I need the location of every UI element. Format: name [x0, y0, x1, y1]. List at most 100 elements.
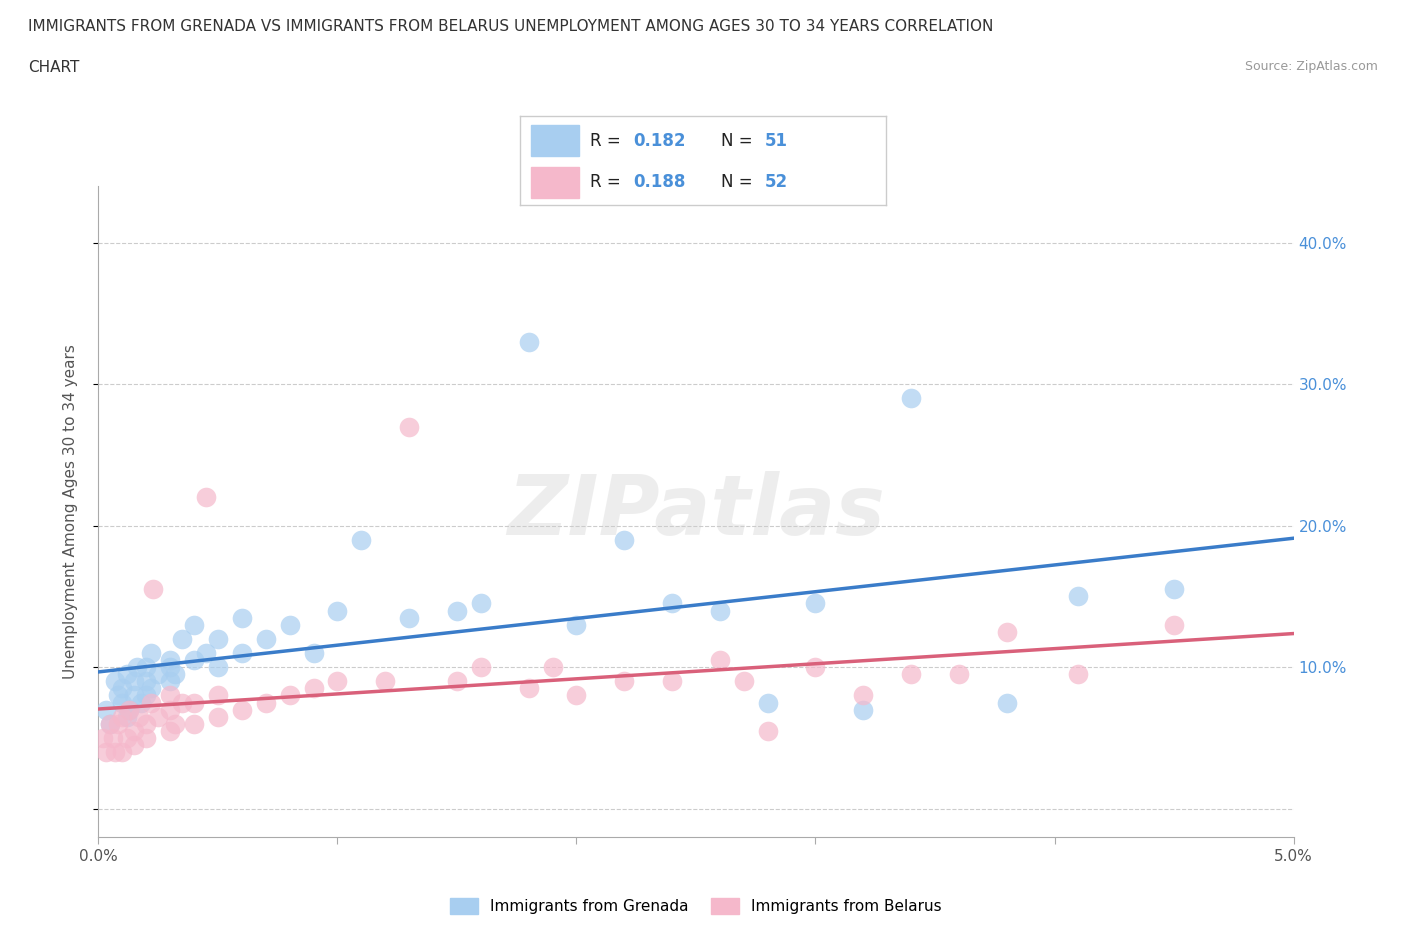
- Point: [565, 618, 588, 632]
- Point: [139, 695, 162, 710]
- Point: [91, 730, 114, 745]
- Point: [231, 702, 253, 717]
- Point: [135, 716, 157, 731]
- Point: [804, 596, 827, 611]
- Text: ZIPatlas: ZIPatlas: [508, 471, 884, 552]
- Point: [326, 604, 349, 618]
- Point: [118, 702, 141, 717]
- Point: [115, 667, 138, 682]
- Point: [183, 618, 205, 632]
- Point: [135, 688, 157, 703]
- Y-axis label: Unemployment Among Ages 30 to 34 years: Unemployment Among Ages 30 to 34 years: [63, 344, 77, 679]
- Point: [231, 610, 253, 625]
- Point: [104, 674, 127, 689]
- Point: [159, 674, 181, 689]
- Point: [115, 730, 138, 745]
- Text: R =: R =: [589, 131, 626, 150]
- Text: R =: R =: [589, 173, 626, 191]
- Point: [804, 659, 827, 674]
- Point: [183, 716, 205, 731]
- Point: [125, 659, 148, 674]
- Point: [350, 532, 373, 547]
- Point: [541, 659, 564, 674]
- Point: [709, 604, 731, 618]
- Point: [111, 681, 134, 696]
- Point: [111, 745, 134, 760]
- Point: [900, 667, 922, 682]
- Point: [446, 674, 468, 689]
- Point: [302, 645, 325, 660]
- Point: [131, 695, 153, 710]
- Point: [302, 681, 325, 696]
- Text: 51: 51: [765, 131, 789, 150]
- Point: [101, 730, 124, 745]
- Point: [172, 695, 194, 710]
- Point: [142, 582, 165, 597]
- FancyBboxPatch shape: [531, 166, 579, 197]
- Point: [565, 688, 588, 703]
- Point: [135, 730, 157, 745]
- Point: [107, 688, 129, 703]
- Point: [159, 653, 181, 668]
- Point: [135, 674, 157, 689]
- Point: [100, 716, 122, 731]
- Text: 0.182: 0.182: [634, 131, 686, 150]
- Point: [1067, 589, 1090, 604]
- Point: [756, 695, 779, 710]
- Point: [1067, 667, 1090, 682]
- Point: [159, 724, 181, 738]
- Point: [1163, 618, 1185, 632]
- Point: [148, 667, 170, 682]
- Point: [470, 659, 492, 674]
- Point: [398, 610, 420, 625]
- Point: [948, 667, 970, 682]
- Point: [254, 695, 277, 710]
- Point: [172, 631, 194, 646]
- Point: [709, 653, 731, 668]
- Point: [661, 674, 683, 689]
- Point: [733, 674, 755, 689]
- Point: [124, 674, 146, 689]
- Text: 52: 52: [765, 173, 789, 191]
- Point: [100, 716, 122, 731]
- Point: [163, 667, 186, 682]
- Point: [517, 681, 540, 696]
- Point: [207, 659, 229, 674]
- Point: [278, 618, 301, 632]
- Point: [1163, 582, 1185, 597]
- Point: [128, 710, 150, 724]
- Point: [124, 737, 146, 752]
- Point: [195, 645, 218, 660]
- Point: [756, 724, 779, 738]
- Point: [135, 659, 157, 674]
- Point: [148, 710, 170, 724]
- Point: [517, 334, 540, 349]
- Point: [183, 653, 205, 668]
- Point: [159, 659, 181, 674]
- Point: [104, 745, 127, 760]
- Point: [118, 702, 141, 717]
- Point: [115, 710, 138, 724]
- Point: [139, 681, 162, 696]
- Text: Source: ZipAtlas.com: Source: ZipAtlas.com: [1244, 60, 1378, 73]
- Point: [139, 645, 162, 660]
- Point: [159, 688, 181, 703]
- FancyBboxPatch shape: [531, 126, 579, 156]
- Text: N =: N =: [721, 173, 758, 191]
- Point: [94, 745, 117, 760]
- Point: [207, 710, 229, 724]
- Text: CHART: CHART: [28, 60, 80, 75]
- Point: [254, 631, 277, 646]
- Point: [183, 695, 205, 710]
- Point: [207, 631, 229, 646]
- Point: [995, 624, 1018, 639]
- Point: [661, 596, 683, 611]
- Point: [446, 604, 468, 618]
- Point: [613, 674, 636, 689]
- Point: [163, 716, 186, 731]
- Point: [111, 710, 134, 724]
- Point: [94, 702, 117, 717]
- Point: [124, 688, 146, 703]
- Point: [900, 391, 922, 405]
- Point: [995, 695, 1018, 710]
